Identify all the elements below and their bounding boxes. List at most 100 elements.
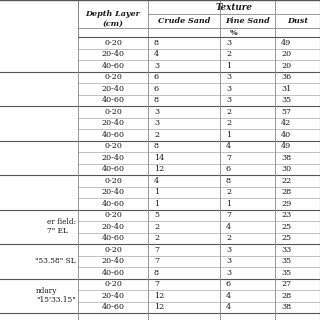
Text: 40-60: 40-60 (101, 269, 124, 277)
Text: 23: 23 (281, 211, 291, 219)
Text: 4: 4 (226, 303, 231, 311)
Text: 0-20: 0-20 (104, 108, 122, 116)
Text: 14: 14 (154, 154, 164, 162)
Text: 7: 7 (226, 154, 231, 162)
Text: 7: 7 (154, 280, 159, 288)
Text: 40-60: 40-60 (101, 62, 124, 70)
Text: 0-20: 0-20 (104, 39, 122, 47)
Text: 40-60: 40-60 (101, 96, 124, 104)
Text: 20-40: 20-40 (101, 188, 124, 196)
Text: 3: 3 (226, 85, 231, 93)
Text: 5: 5 (154, 211, 159, 219)
Text: 6: 6 (226, 280, 231, 288)
Text: 4: 4 (226, 223, 231, 231)
Text: 3: 3 (226, 96, 231, 104)
Text: %: % (230, 28, 238, 36)
Text: 12: 12 (154, 292, 164, 300)
Text: 27: 27 (281, 280, 291, 288)
Text: 40-60: 40-60 (101, 200, 124, 208)
Text: 20-40: 20-40 (101, 119, 124, 127)
Text: 20: 20 (281, 62, 291, 70)
Text: 25: 25 (281, 234, 291, 242)
Text: 20-40: 20-40 (101, 257, 124, 265)
Text: 40-60: 40-60 (101, 234, 124, 242)
Text: 1: 1 (154, 188, 159, 196)
Text: 4: 4 (154, 177, 159, 185)
Text: 4: 4 (226, 142, 231, 150)
Text: Fine Sand: Fine Sand (225, 17, 270, 25)
Text: 8: 8 (226, 177, 231, 185)
Text: 6: 6 (154, 73, 159, 81)
Text: 35: 35 (281, 257, 291, 265)
Text: 8: 8 (154, 269, 159, 277)
Text: 49: 49 (281, 142, 291, 150)
Text: 4: 4 (226, 292, 231, 300)
Text: 36: 36 (281, 73, 291, 81)
Text: 1: 1 (154, 200, 159, 208)
Text: 22: 22 (281, 177, 291, 185)
Text: 29: 29 (281, 200, 291, 208)
Text: "53.58" SL: "53.58" SL (36, 257, 76, 265)
Text: 40-60: 40-60 (101, 165, 124, 173)
Text: 20: 20 (281, 50, 291, 58)
Text: 2: 2 (226, 234, 231, 242)
Text: 6: 6 (154, 85, 159, 93)
Text: 12: 12 (154, 165, 164, 173)
Text: 0-20: 0-20 (104, 211, 122, 219)
Text: 2: 2 (154, 234, 159, 242)
Text: 35: 35 (281, 96, 291, 104)
Text: 2: 2 (154, 223, 159, 231)
Text: 0-20: 0-20 (104, 246, 122, 254)
Text: 3: 3 (154, 108, 159, 116)
Text: 28: 28 (281, 292, 291, 300)
Text: 0-20: 0-20 (104, 142, 122, 150)
Text: er field:
7" EL: er field: 7" EL (47, 218, 76, 235)
Text: 7: 7 (226, 211, 231, 219)
Text: 38: 38 (281, 154, 291, 162)
Text: ndary
"15'33.15": ndary "15'33.15" (36, 287, 76, 304)
Text: 3: 3 (154, 119, 159, 127)
Text: 49: 49 (281, 39, 291, 47)
Text: Texture: Texture (215, 3, 252, 12)
Text: 20-40: 20-40 (101, 50, 124, 58)
Text: 25: 25 (281, 223, 291, 231)
Text: 2: 2 (154, 131, 159, 139)
Text: 31: 31 (281, 85, 291, 93)
Text: 42: 42 (281, 119, 291, 127)
Text: 1: 1 (226, 62, 231, 70)
Text: 8: 8 (154, 39, 159, 47)
Text: 3: 3 (226, 257, 231, 265)
Text: 0-20: 0-20 (104, 73, 122, 81)
Text: 12: 12 (154, 303, 164, 311)
Text: 3: 3 (226, 269, 231, 277)
Text: 3: 3 (226, 73, 231, 81)
Text: 2: 2 (226, 108, 231, 116)
Text: 8: 8 (154, 96, 159, 104)
Text: 20-40: 20-40 (101, 223, 124, 231)
Text: 3: 3 (226, 39, 231, 47)
Text: 38: 38 (281, 303, 291, 311)
Text: 2: 2 (226, 119, 231, 127)
Text: 20-40: 20-40 (101, 292, 124, 300)
Text: 40-60: 40-60 (101, 303, 124, 311)
Text: Depth Layer
(cm): Depth Layer (cm) (85, 10, 140, 28)
Text: 4: 4 (154, 50, 159, 58)
Text: 0-20: 0-20 (104, 280, 122, 288)
Text: 7: 7 (154, 246, 159, 254)
Text: 20-40: 20-40 (101, 85, 124, 93)
Text: 20-40: 20-40 (101, 154, 124, 162)
Text: Dust: Dust (287, 17, 308, 25)
Text: 35: 35 (281, 269, 291, 277)
Text: 28: 28 (281, 188, 291, 196)
Text: 8: 8 (154, 142, 159, 150)
Text: 1: 1 (226, 200, 231, 208)
Text: 3: 3 (154, 62, 159, 70)
Text: 7: 7 (154, 257, 159, 265)
Text: 30: 30 (281, 165, 291, 173)
Text: 1: 1 (226, 131, 231, 139)
Text: 2: 2 (226, 50, 231, 58)
Text: 40-60: 40-60 (101, 131, 124, 139)
Text: 6: 6 (226, 165, 231, 173)
Text: Crude Sand: Crude Sand (158, 17, 210, 25)
Text: 3: 3 (226, 246, 231, 254)
